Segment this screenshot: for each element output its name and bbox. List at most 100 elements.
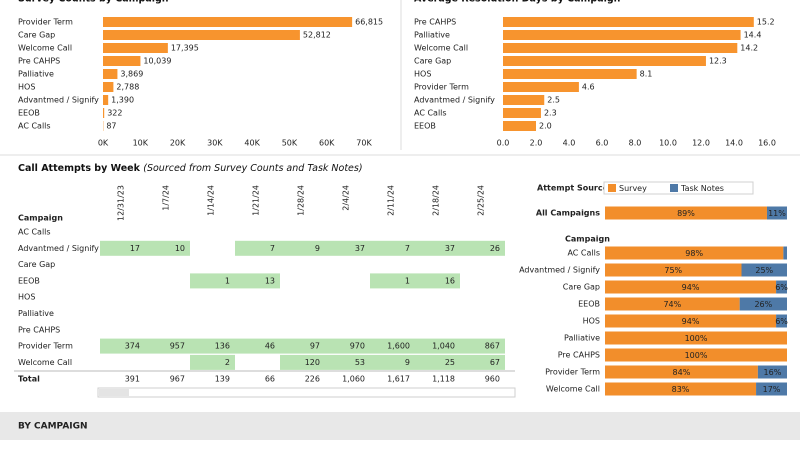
category-label: Pre CAHPS bbox=[558, 351, 600, 360]
bar bbox=[103, 17, 353, 27]
column-header: 2/4/24 bbox=[342, 185, 351, 211]
category-label: Pre CAHPS bbox=[18, 57, 60, 66]
category-label: Welcome Call bbox=[18, 44, 72, 53]
total-value: 967 bbox=[170, 375, 185, 384]
bar-segment bbox=[605, 382, 757, 396]
bar-segment bbox=[741, 263, 787, 277]
data-label: 66,815 bbox=[355, 18, 383, 27]
data-label: 10,039 bbox=[143, 57, 171, 66]
data-label: 26% bbox=[754, 300, 772, 309]
x-tick-label: 8.0 bbox=[629, 139, 642, 148]
column-header: 2/11/24 bbox=[387, 185, 396, 216]
legend-box bbox=[603, 181, 754, 195]
cell-highlight bbox=[235, 240, 280, 256]
bar bbox=[103, 69, 118, 79]
legend-swatch bbox=[670, 184, 678, 192]
row-label: HOS bbox=[18, 293, 35, 302]
cell-value: 120 bbox=[305, 358, 320, 367]
x-tick-label: 4.0 bbox=[563, 139, 576, 148]
x-tick-label: 6.0 bbox=[596, 139, 609, 148]
category-label: EEOB bbox=[18, 109, 40, 118]
cell-value: 26 bbox=[490, 244, 500, 253]
bar bbox=[503, 69, 637, 79]
cell-value: 7 bbox=[405, 244, 410, 253]
category-label: HOS bbox=[583, 317, 600, 326]
data-label: 17% bbox=[763, 385, 781, 394]
data-label: 11% bbox=[768, 209, 786, 218]
category-label: Care Gap bbox=[414, 57, 451, 66]
data-label: 100% bbox=[685, 351, 708, 360]
category-label: Pre CAHPS bbox=[414, 18, 456, 27]
bar-segment bbox=[605, 263, 742, 277]
cell-value: 17 bbox=[130, 244, 140, 253]
x-tick-label: 20K bbox=[170, 139, 186, 148]
bar bbox=[103, 108, 105, 118]
cell-highlight bbox=[235, 273, 280, 289]
section-band bbox=[0, 412, 800, 440]
bar bbox=[503, 43, 738, 53]
category-label: Provider Term bbox=[18, 18, 73, 27]
category-label: Provider Term bbox=[545, 368, 600, 377]
category-label: Advantmed / Signify bbox=[414, 96, 495, 105]
cell-value: 136 bbox=[215, 342, 230, 351]
cell-highlight bbox=[460, 338, 505, 354]
data-label: 12.3 bbox=[709, 57, 727, 66]
bar bbox=[103, 43, 168, 53]
cell-value: 37 bbox=[445, 244, 455, 253]
row-label: EEOB bbox=[18, 276, 40, 285]
cell-value: 97 bbox=[310, 342, 320, 351]
cell-highlight bbox=[100, 240, 145, 256]
category-label: EEOB bbox=[578, 300, 600, 309]
bar-segment bbox=[605, 331, 787, 345]
data-label: 6% bbox=[775, 317, 788, 326]
cell-value: 9 bbox=[405, 358, 410, 367]
bar bbox=[103, 82, 114, 92]
section-title: BY CAMPAIGN bbox=[18, 422, 88, 432]
data-label: 16% bbox=[764, 368, 782, 377]
category-label: Palliative bbox=[18, 70, 54, 79]
cell-highlight bbox=[415, 240, 460, 256]
cell-highlight bbox=[280, 338, 325, 354]
cell-highlight bbox=[280, 354, 325, 370]
category-label: AC Calls bbox=[18, 122, 51, 131]
bar-segment bbox=[739, 297, 787, 311]
scrollbar-thumb[interactable] bbox=[99, 389, 129, 396]
scrollbar[interactable] bbox=[97, 387, 516, 398]
category-label: Provider Term bbox=[414, 83, 469, 92]
bar bbox=[103, 95, 109, 105]
bar-segment bbox=[605, 365, 758, 379]
bar-segment bbox=[757, 365, 787, 379]
category-label: Welcome Call bbox=[414, 44, 468, 53]
data-label: 322 bbox=[107, 109, 122, 118]
x-tick-label: 14.0 bbox=[725, 139, 743, 148]
bar bbox=[503, 121, 536, 131]
bar-segment bbox=[766, 206, 787, 220]
cell-highlight bbox=[190, 354, 235, 370]
data-label: 83% bbox=[672, 385, 690, 394]
bar bbox=[503, 30, 741, 40]
data-label: 2.5 bbox=[547, 96, 560, 105]
cell-value: 53 bbox=[355, 358, 365, 367]
category-label: Care Gap bbox=[18, 31, 55, 40]
data-label: 2,788 bbox=[116, 83, 139, 92]
data-label: 84% bbox=[673, 368, 691, 377]
column-header: 1/28/24 bbox=[297, 185, 306, 216]
total-value: 1,118 bbox=[432, 375, 455, 384]
x-tick-label: 30K bbox=[207, 139, 223, 148]
category-title: Campaign bbox=[565, 235, 610, 244]
cell-value: 970 bbox=[350, 342, 365, 351]
category-label: AC Calls bbox=[567, 249, 600, 258]
cell-value: 37 bbox=[355, 244, 365, 253]
data-label: 8.1 bbox=[640, 70, 653, 79]
data-label: 14.2 bbox=[740, 44, 758, 53]
data-label: 52,812 bbox=[303, 31, 331, 40]
row-label: Care Gap bbox=[18, 260, 55, 269]
x-tick-label: 70K bbox=[356, 139, 372, 148]
cell-highlight bbox=[190, 273, 235, 289]
row-label: Palliative bbox=[18, 309, 54, 318]
x-tick-label: 60K bbox=[319, 139, 335, 148]
data-label: 87 bbox=[106, 122, 116, 131]
bar-segment bbox=[776, 314, 787, 328]
bar bbox=[503, 95, 545, 105]
bar-segment bbox=[756, 382, 787, 396]
